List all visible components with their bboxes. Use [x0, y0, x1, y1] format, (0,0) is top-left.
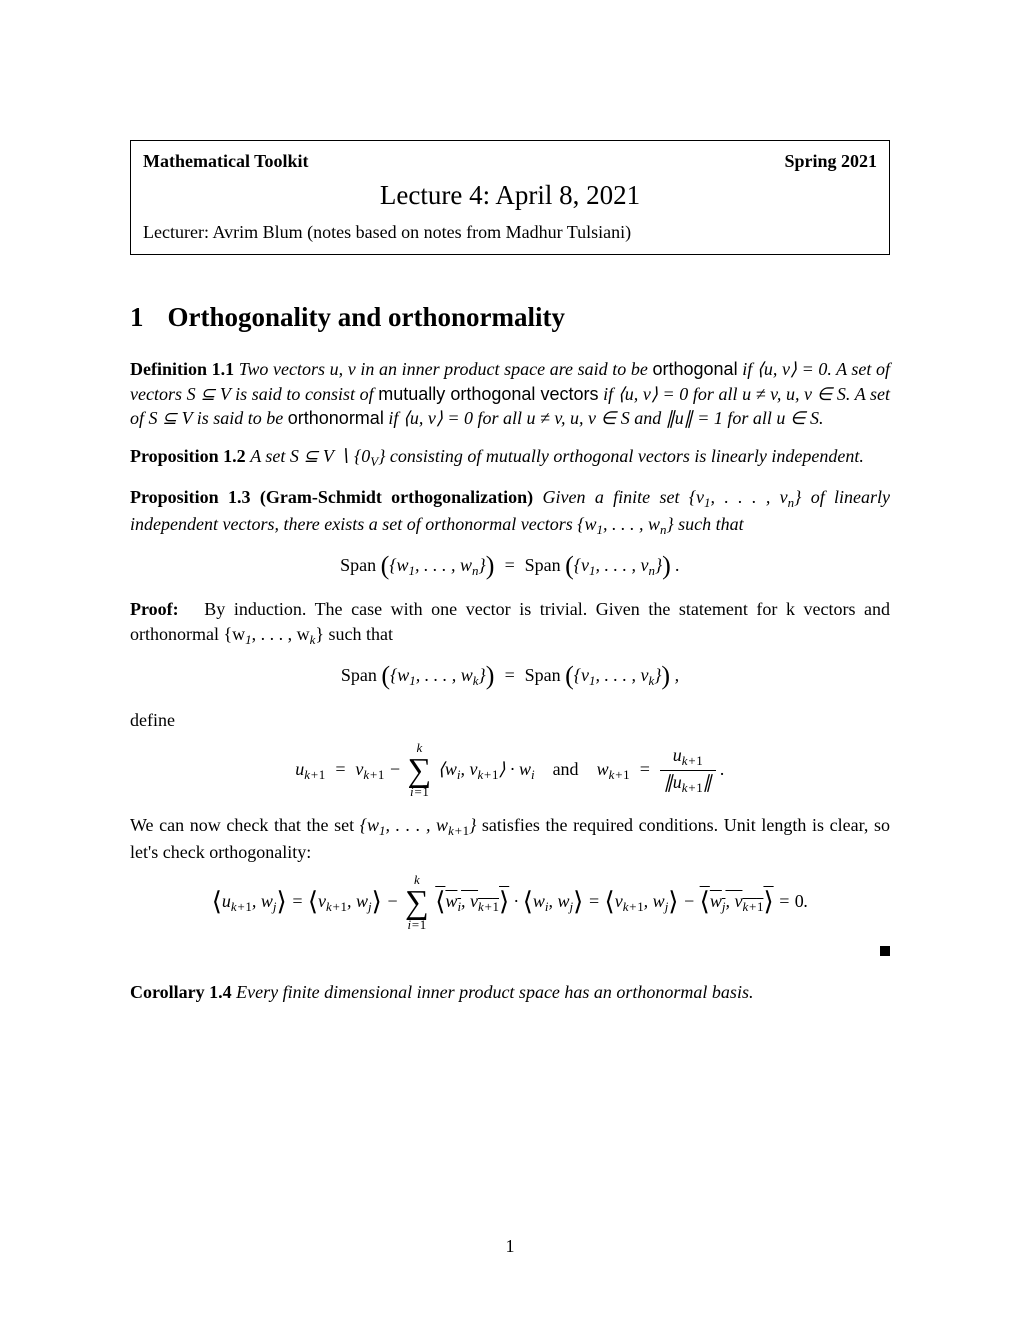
- prop12-text-a: A set S ⊆ V ∖ {0: [250, 446, 370, 466]
- lecture-header-box: Mathematical Toolkit Spring 2021 Lecture…: [130, 140, 890, 255]
- section-number: 1: [130, 299, 144, 335]
- proposition-1-2-body: A set S ⊆ V ∖ {0V} consisting of mutuall…: [250, 446, 864, 466]
- eq1: Span ({w1, . . . , wn}) = Span ({v1, . .…: [340, 555, 680, 575]
- proposition-1-2: Proposition 1.2 A set S ⊆ V ∖ {0V} consi…: [130, 444, 890, 471]
- header-top-row: Mathematical Toolkit Spring 2021: [143, 149, 877, 173]
- p13-a: Given a finite set {v: [543, 487, 705, 507]
- eq4: ⟨uk+1, wj⟩ = ⟨vk+1, wj⟩ − k ∑ i=1 ⟨wi, v…: [212, 891, 809, 911]
- proposition-1-3: Proposition 1.3 (Gram-Schmidt orthogonal…: [130, 485, 890, 538]
- term-label: Spring 2021: [784, 149, 877, 173]
- corollary-body: Every finite dimensional inner product s…: [236, 982, 753, 1002]
- eq3: uk+1 = vk+1 − k ∑ i=1 ⟨wi, vk+1⟩ · wi an…: [295, 759, 724, 779]
- sum-symbol-2: k ∑ i=1: [405, 874, 429, 932]
- proof-p1a: By induction. The case with one vector i…: [130, 599, 890, 643]
- proof-label: Proof:: [130, 599, 179, 619]
- qed-icon: [880, 946, 890, 956]
- term-mutually-orthogonal: mutually orthogonal vectors: [378, 384, 598, 404]
- definition-label: Definition 1.1: [130, 359, 234, 379]
- eq2: Span ({w1, . . . , wk}) = Span ({v1, . .…: [341, 665, 679, 685]
- proof-paragraph-2: We can now check that the set {w1, . . .…: [130, 813, 890, 864]
- prop12-text-b: } consisting of mutually orthogonal vect…: [378, 446, 864, 466]
- lecturer-line: Lecturer: Avrim Blum (notes based on not…: [143, 220, 877, 244]
- qed: [130, 938, 890, 962]
- lecture-title: Lecture 4: April 8, 2021: [143, 177, 877, 213]
- term-orthonormal: orthonormal: [288, 408, 384, 428]
- proposition-1-3-label: Proposition 1.3 (Gram-Schmidt orthogonal…: [130, 487, 533, 507]
- section-title: Orthogonality and orthonormality: [168, 302, 566, 332]
- define-word: define: [130, 710, 175, 730]
- definition-1-1: Definition 1.1 Two vectors u, v in an in…: [130, 357, 890, 430]
- proof-p1c: } such that: [315, 624, 393, 644]
- equation-orthogonality: ⟨uk+1, wj⟩ = ⟨vk+1, wj⟩ − k ∑ i=1 ⟨wi, v…: [130, 874, 890, 932]
- proposition-1-2-label: Proposition 1.2: [130, 446, 246, 466]
- section-heading: 1 Orthogonality and orthonormality: [130, 299, 890, 335]
- equation-span-k: Span ({w1, . . . , wk}) = Span ({v1, . .…: [130, 658, 890, 693]
- proof-p1b: , . . . , w: [252, 624, 310, 644]
- corollary-label: Corollary 1.4: [130, 982, 232, 1002]
- definition-body-1: Two vectors u, v in an inner product spa…: [239, 359, 653, 379]
- page: Mathematical Toolkit Spring 2021 Lecture…: [0, 0, 1020, 1320]
- p13-e: } such that: [666, 514, 743, 534]
- equation-span-n: Span ({w1, . . . , wn}) = Span ({v1, . .…: [130, 548, 890, 583]
- sum-symbol: k ∑ i=1: [408, 742, 432, 800]
- definition-body-4: if ⟨u, v⟩ = 0 for all u ≠ v, u, v ∈ S an…: [384, 408, 824, 428]
- p13-d: , . . . , w: [603, 514, 660, 534]
- proof-paragraph-1: Proof: By induction. The case with one v…: [130, 597, 890, 648]
- corollary-1-4: Corollary 1.4 Every finite dimensional i…: [130, 980, 890, 1004]
- prop12-sub: V: [370, 455, 378, 470]
- define-line: define: [130, 708, 890, 732]
- term-orthogonal: orthogonal: [653, 359, 738, 379]
- page-number: 1: [0, 1234, 1020, 1258]
- p13-b: , . . . , v: [711, 487, 788, 507]
- fraction: uk+1 ∥uk+1∥: [660, 746, 716, 794]
- equation-u-w-def: uk+1 = vk+1 − k ∑ i=1 ⟨wi, vk+1⟩ · wi an…: [130, 742, 890, 800]
- course-title: Mathematical Toolkit: [143, 149, 309, 173]
